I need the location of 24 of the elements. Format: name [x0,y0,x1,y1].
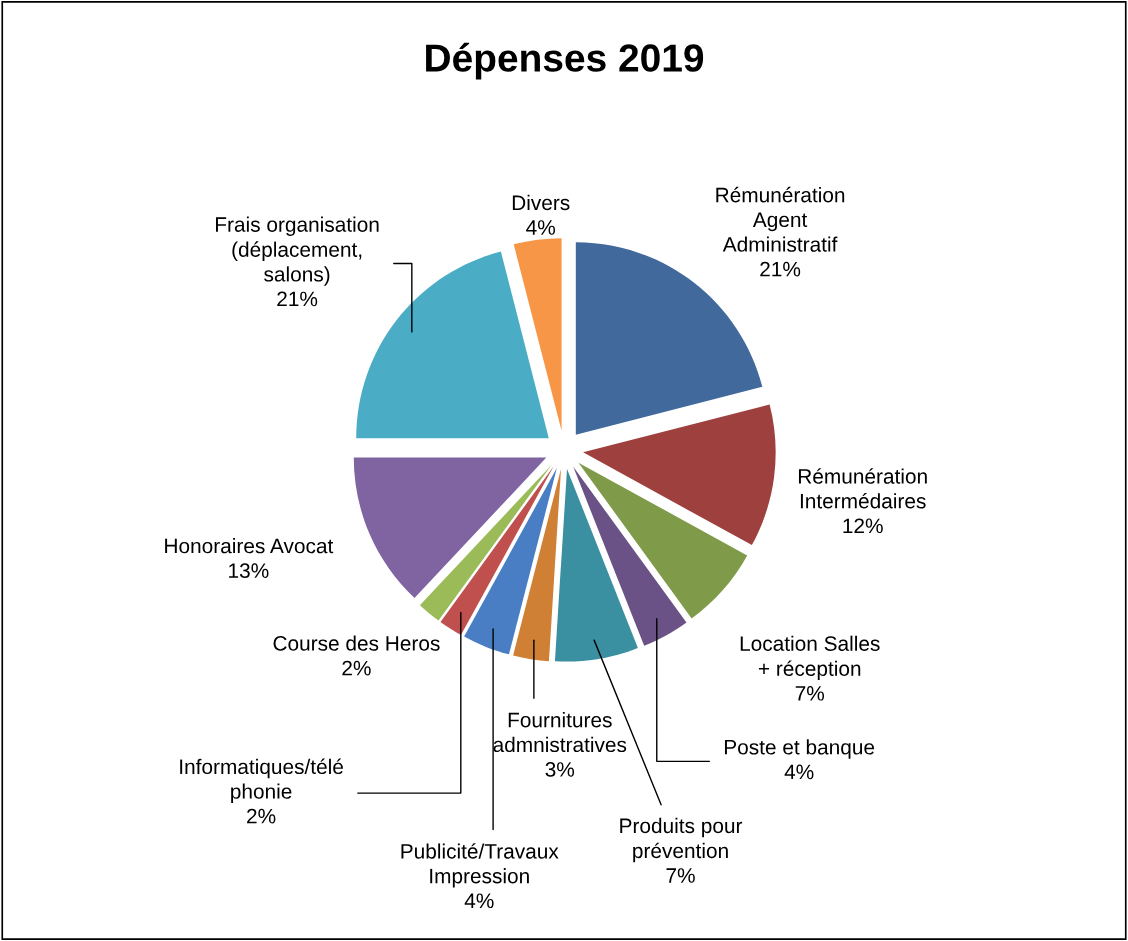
data-label: 21% [277,291,318,307]
data-label: 2% [247,808,276,824]
chart-title: Dépenses 2019 [426,42,704,80]
slice-label: Publicité/Travaux Impression [401,843,559,888]
slice-label: Informatiques/télé phonie [180,758,343,803]
slice-label: Location Salles + réception [740,635,880,681]
data-label: 7% [666,868,695,883]
data-label: 7% [795,686,825,701]
data-label: 4% [784,764,814,780]
slice-label: Poste et banque [724,739,875,759]
slice-label: Course des Heros [273,635,440,651]
data-label: 12% [843,518,883,534]
data-label: 4% [464,893,494,909]
slice-label: Rémunération Intermédaires [798,468,927,509]
data-label: 3% [545,762,575,777]
data-label: 21% [760,261,801,277]
slice-label: Rémunération Agent Administratif [716,186,845,252]
data-label: 4% [526,220,556,235]
slice-label: Honoraires Avocat [165,538,334,554]
data-label: 13% [229,563,269,579]
slice-label: Produits pour prévention [620,817,743,863]
slice-label: Frais organisation (déplacement, salons) [216,216,379,286]
slice-label: Divers [512,194,570,211]
data-label: 2% [342,660,371,676]
